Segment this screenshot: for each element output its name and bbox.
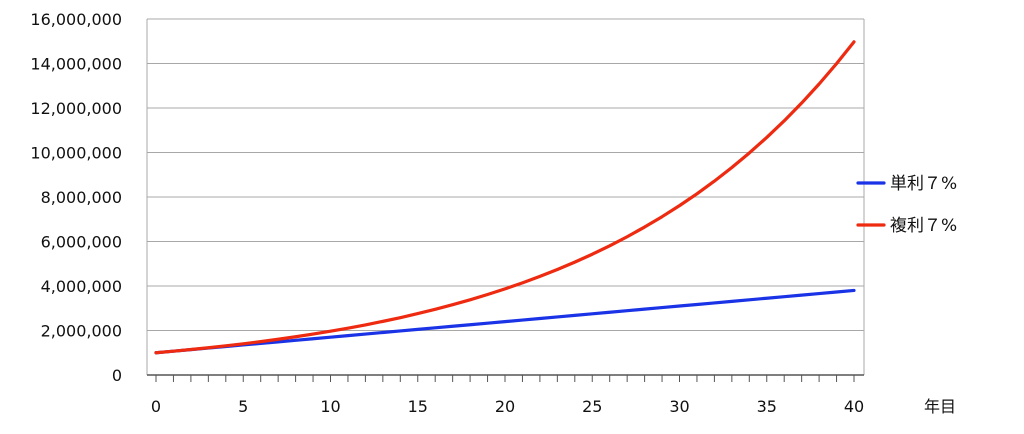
legend-label: 複利７%: [890, 216, 957, 236]
x-tick-label: 10: [320, 397, 340, 416]
y-tick-labels: 0 2,000,000 4,000,000 6,000,000 8,000,000 10,…: [30, 10, 122, 385]
x-tick-label: 0: [151, 397, 161, 416]
axes: [146, 19, 865, 382]
x-tick-label: 15: [408, 397, 428, 416]
x-tick-label: 20: [495, 397, 515, 416]
y-tick-label: 14,000,000: [30, 55, 122, 74]
series-lines: [154, 40, 856, 355]
legend: 単利７% 複利７%: [856, 174, 957, 236]
x-tick-label: 25: [582, 397, 602, 416]
legend-label: 単利７%: [890, 174, 957, 194]
x-tick-label: 30: [669, 397, 689, 416]
y-tick-label: 10,000,000: [30, 144, 122, 163]
y-tick-label: 4,000,000: [41, 277, 122, 296]
y-tick-label: 0: [112, 366, 122, 385]
grid-lines: [147, 18, 864, 331]
y-tick-label: 16,000,000: [30, 10, 122, 29]
x-tick-label: 40: [844, 397, 864, 416]
x-tick-label: 5: [238, 397, 248, 416]
y-tick-label: 2,000,000: [41, 322, 122, 341]
y-tick-label: 6,000,000: [41, 233, 122, 252]
y-tick-label: 8,000,000: [41, 188, 122, 207]
x-tick-labels: 0 5 10 15 20 25 30 35 40: [151, 397, 864, 416]
series-line-1: [154, 40, 856, 355]
x-axis-label: 年目: [924, 397, 956, 416]
y-tick-label: 12,000,000: [30, 99, 122, 118]
x-tick-label: 35: [757, 397, 777, 416]
series-line-0: [154, 288, 856, 355]
